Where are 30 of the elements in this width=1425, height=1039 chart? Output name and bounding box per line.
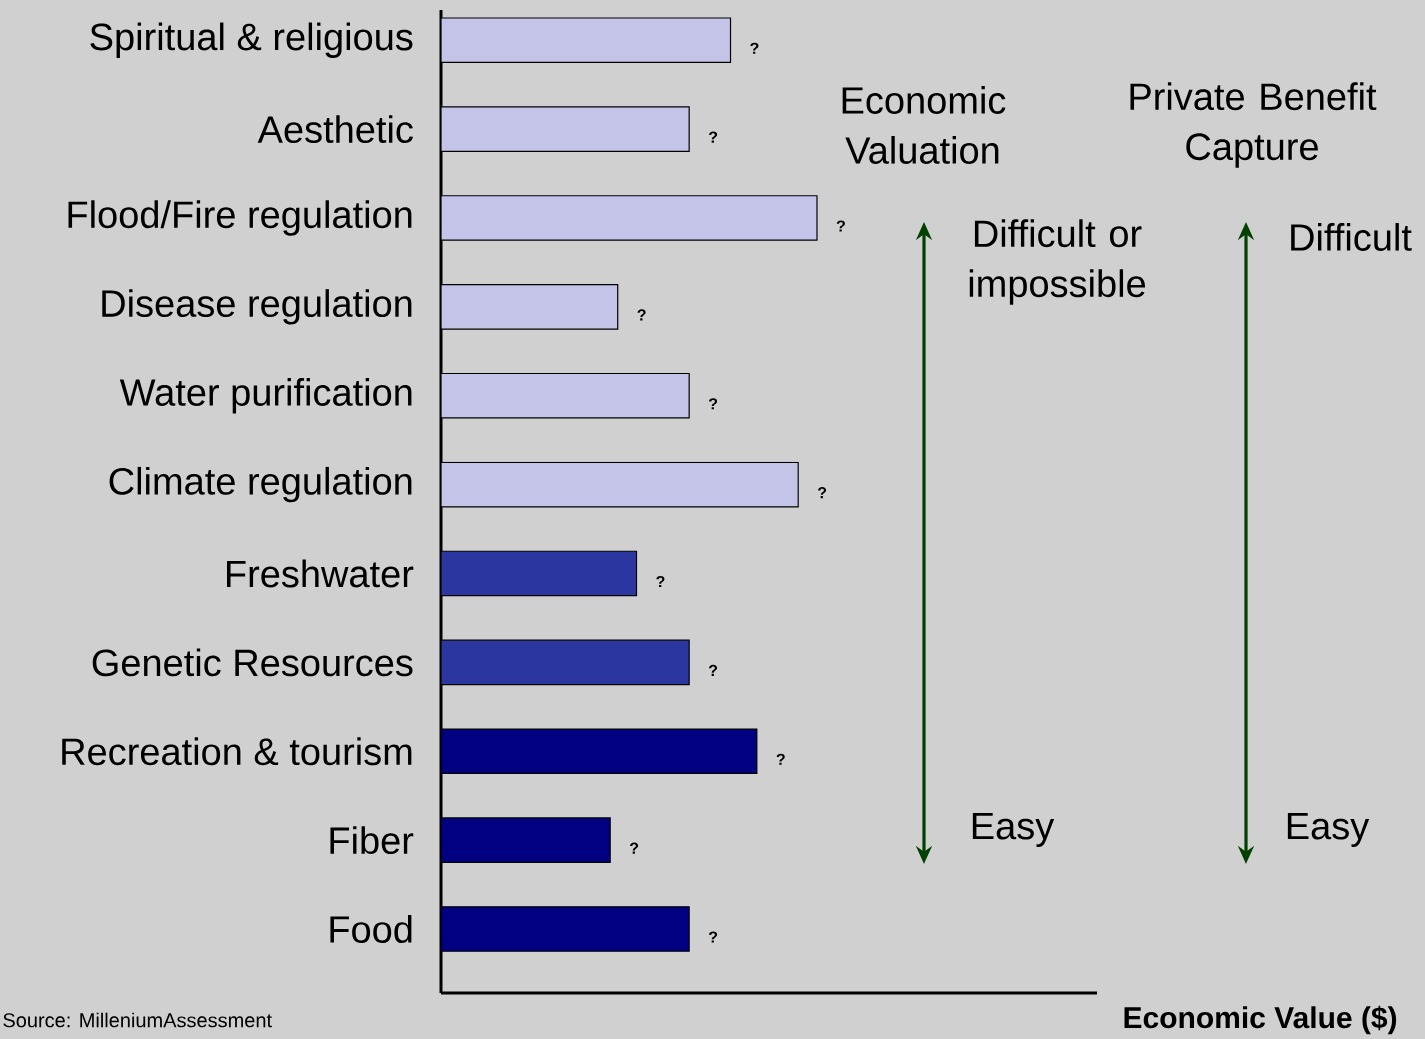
text: Economic Valuation [842,86,1006,164]
text: Economic Value ($) [1124,1005,1397,1035]
y-tick-label: Aesthetic [257,115,413,144]
source-note: Source: MilleniumAssessment [3,1012,272,1028]
text: Difficult [1291,223,1412,251]
text: Easy [972,812,1055,847]
annotation: ? [656,575,665,588]
y-tick-label: Freshwater [226,559,414,588]
annotation: ? [629,842,639,854]
annotation: ? [836,220,845,232]
y-tick-label: Recreation & tourism [62,737,412,766]
annotation: ? [708,664,718,676]
annotation: ? [708,398,718,410]
y-tick-label: Food [330,915,412,943]
y-tick-label: Disease regulation [102,289,412,325]
text: Difficult or impossible [969,219,1146,305]
y-tick-label: Fiber [330,826,414,855]
y-tick-label: Water purification [119,378,412,414]
y-tick-label: Flood/Fire regulation [68,200,412,236]
y-tick-label: Climate regulation [109,466,412,503]
annotation: ? [708,131,718,143]
annotation: ? [817,487,827,499]
annotation: ? [776,753,785,765]
annotation: ? [637,309,646,321]
annotation: ? [750,42,759,54]
annotation: ? [708,931,718,943]
text: Private Benefit Capture [1130,82,1377,168]
text: Easy [1287,812,1370,847]
y-tick-label: Spiritual & religious [90,22,413,58]
y-tick-label: Genetic Resources [92,648,413,677]
